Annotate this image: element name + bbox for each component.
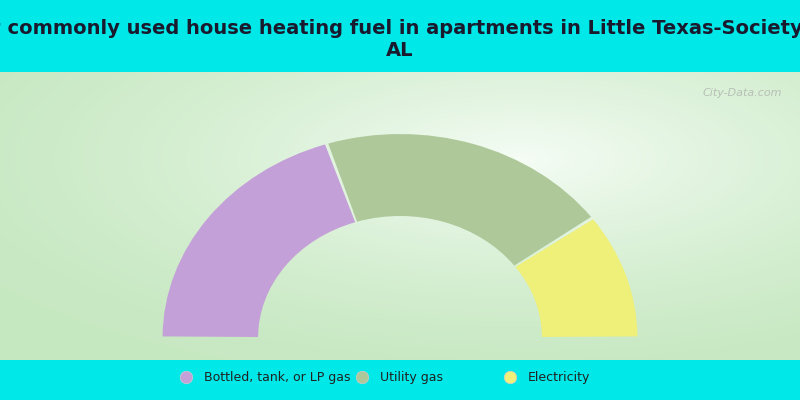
Text: Utility gas: Utility gas — [380, 371, 443, 384]
Text: Electricity: Electricity — [528, 371, 590, 384]
Wedge shape — [515, 219, 638, 337]
Text: Bottled, tank, or LP gas: Bottled, tank, or LP gas — [204, 371, 350, 384]
Text: City-Data.com: City-Data.com — [702, 88, 782, 98]
Wedge shape — [328, 134, 591, 266]
Text: Most commonly used house heating fuel in apartments in Little Texas-Society Hill: Most commonly used house heating fuel in… — [0, 19, 800, 60]
Wedge shape — [162, 144, 355, 337]
